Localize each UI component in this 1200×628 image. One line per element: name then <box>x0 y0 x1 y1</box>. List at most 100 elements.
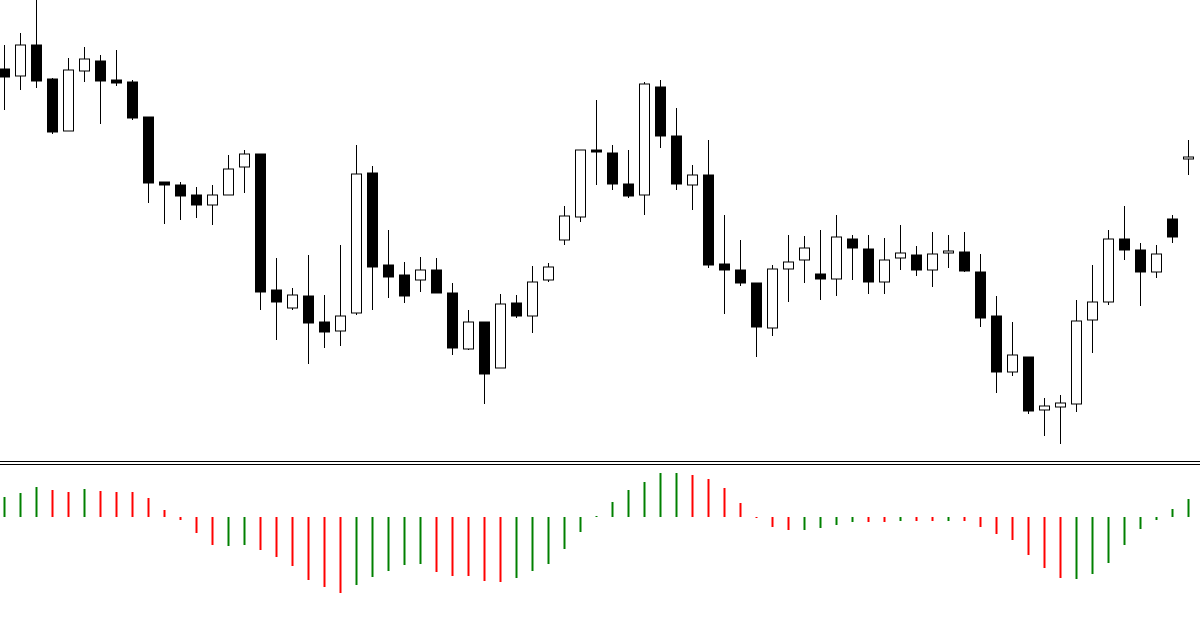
histogram-bar <box>1171 509 1174 517</box>
candle-body <box>159 181 170 186</box>
candle-body <box>1023 356 1034 412</box>
candle-body <box>1087 301 1098 321</box>
histogram-bar <box>1107 517 1110 563</box>
histogram-bar <box>147 498 150 517</box>
candle-body <box>927 253 938 271</box>
candle-body <box>895 252 906 259</box>
candle-body <box>319 321 330 333</box>
candle-body <box>207 194 218 206</box>
candle-body <box>47 78 58 133</box>
candle-body <box>79 58 90 72</box>
histogram-bar <box>563 517 566 549</box>
candle-body <box>815 273 826 280</box>
candle-body <box>847 238 858 249</box>
histogram-bar <box>1187 499 1190 517</box>
histogram-bar <box>19 493 22 517</box>
histogram-bar <box>1091 517 1094 574</box>
candle-body <box>399 274 410 297</box>
candle-body <box>655 86 666 137</box>
histogram-bar <box>803 517 806 530</box>
histogram-bar <box>691 475 694 517</box>
candle-body <box>1135 249 1146 273</box>
histogram-bar <box>67 492 70 517</box>
histogram-bar <box>1027 517 1030 555</box>
histogram-bar <box>723 488 726 517</box>
candle-body <box>639 83 650 196</box>
candle-body <box>271 289 282 303</box>
candle-body <box>0 68 10 78</box>
candle-body <box>191 194 202 206</box>
candle-body <box>255 153 266 293</box>
candle-body <box>447 292 458 349</box>
histogram-bar <box>371 517 374 577</box>
candle-body <box>1183 156 1194 160</box>
histogram-bar <box>291 517 294 566</box>
histogram-bar <box>819 517 822 528</box>
histogram-bar <box>51 490 54 517</box>
histogram-bar <box>771 517 774 527</box>
histogram-bar <box>611 502 614 517</box>
histogram-bar <box>1139 517 1142 529</box>
candle-body <box>1119 238 1130 251</box>
candle-body <box>111 79 122 84</box>
histogram-bar <box>195 517 198 533</box>
histogram-bar <box>899 517 902 521</box>
candle-body <box>511 302 522 317</box>
candle-body <box>63 69 74 132</box>
candle-body <box>143 116 154 184</box>
candle-body <box>415 269 426 281</box>
histogram-bar <box>339 517 342 593</box>
candle-body <box>1103 238 1114 303</box>
candle-body <box>767 268 778 329</box>
candle-body <box>831 236 842 280</box>
candle-body <box>991 315 1002 373</box>
candle-body <box>623 183 634 197</box>
candle-body <box>975 271 986 319</box>
histogram-bar <box>355 517 358 585</box>
candle-body <box>383 264 394 278</box>
histogram-bar <box>483 517 486 581</box>
candle-body <box>1071 320 1082 405</box>
histogram-bar <box>387 517 390 571</box>
histogram-bar <box>675 473 678 517</box>
histogram-bar <box>419 517 422 564</box>
candle-body <box>943 250 954 254</box>
histogram-bar <box>515 517 518 578</box>
candle-body <box>607 152 618 185</box>
candle-body <box>495 303 506 369</box>
histogram-bar <box>403 517 406 565</box>
histogram-bar <box>995 517 998 534</box>
candle-body <box>735 269 746 284</box>
histogram-bar <box>1059 517 1062 578</box>
histogram-bar <box>1043 517 1046 568</box>
histogram-bar <box>643 482 646 517</box>
histogram-bar <box>979 517 982 527</box>
histogram-bar <box>115 492 118 517</box>
histogram-bar <box>499 517 502 582</box>
candle-body <box>367 172 378 268</box>
histogram-bar <box>1011 517 1014 540</box>
candle-body <box>287 294 298 309</box>
histogram-bar <box>867 517 870 522</box>
candle-body <box>543 266 554 281</box>
candle-body <box>223 168 234 196</box>
candle-body <box>335 315 346 332</box>
histogram-bar <box>547 517 550 564</box>
histogram-bar <box>227 517 230 546</box>
candle-body <box>1167 218 1178 238</box>
histogram-bar <box>451 517 454 576</box>
candle-body <box>127 81 138 119</box>
candle-body <box>431 269 442 294</box>
candle-body <box>879 259 890 283</box>
candle-body <box>31 44 42 82</box>
candle-body <box>783 261 794 270</box>
histogram-bar <box>659 473 662 517</box>
candle-body <box>527 281 538 317</box>
candle-body <box>479 321 490 375</box>
candle-body <box>1039 405 1050 411</box>
candle-body <box>671 135 682 185</box>
histogram-bar <box>435 517 438 572</box>
histogram-bar <box>627 490 630 517</box>
